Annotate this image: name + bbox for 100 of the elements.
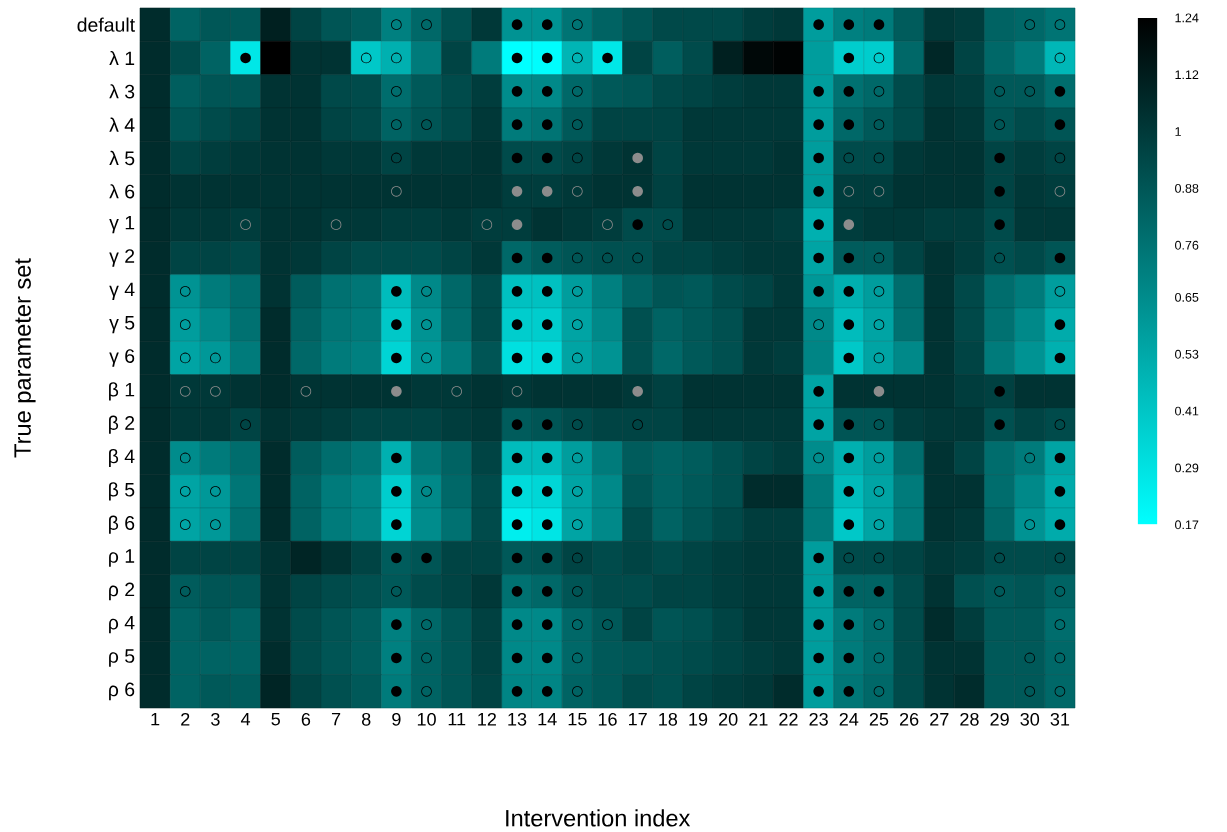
y-tick-label: γ 5	[109, 315, 135, 334]
data-label: ○	[572, 485, 583, 497]
data-label: ●	[843, 519, 855, 530]
x-tick-label: 9	[392, 712, 401, 726]
data-label: ○	[873, 119, 885, 130]
data-label: ●	[541, 686, 553, 697]
y-tick-label: ρ 6	[109, 682, 135, 701]
data-label: ○	[421, 485, 432, 497]
data-label: ●	[511, 52, 523, 64]
data-label: ○	[210, 519, 221, 530]
y-tick-label: γ 2	[109, 249, 135, 267]
data-label: ●	[843, 119, 855, 130]
data-label: ○	[1054, 285, 1066, 297]
data-label: ○	[873, 485, 885, 497]
y-tick-label: ρ 4	[109, 615, 135, 634]
y-tick-label: ρ 5	[109, 649, 135, 667]
data-label: ○	[602, 219, 613, 230]
data-label: ●	[843, 486, 855, 497]
data-label: ○	[1054, 152, 1066, 164]
y-tick-label: ρ 1	[109, 549, 135, 567]
data-label: ○	[179, 319, 191, 330]
data-label: ●	[1054, 119, 1066, 130]
data-label: ○	[330, 219, 342, 230]
data-label: ●	[421, 552, 432, 564]
x-tick-label: 4	[240, 712, 251, 726]
data-label: ○	[300, 385, 312, 397]
data-label: ●	[843, 286, 855, 297]
data-label: ○	[1054, 619, 1066, 630]
data-label: ●	[511, 686, 523, 697]
data-label: ●	[511, 552, 523, 564]
x-tick-label: 25	[869, 712, 889, 726]
data-label: ●	[873, 19, 885, 30]
x-tick-label: 18	[659, 712, 678, 726]
x-tick-label: 7	[331, 712, 341, 726]
data-label: ●	[541, 619, 553, 630]
data-label: ○	[572, 552, 583, 564]
data-label: ○	[572, 252, 583, 264]
data-label: ○	[511, 385, 523, 397]
data-label: ○	[1054, 52, 1066, 64]
x-tick-label: 6	[301, 712, 311, 726]
data-label: ●	[511, 652, 523, 664]
data-label: ●	[843, 86, 855, 97]
data-label: ●	[511, 319, 523, 330]
data-label: ○	[813, 452, 824, 464]
data-label: ○	[179, 452, 191, 464]
data-label: ●	[511, 152, 523, 164]
data-label: ○	[391, 85, 402, 97]
data-label: ●	[1054, 452, 1066, 464]
data-label: ●	[391, 352, 402, 364]
data-label: ○	[1054, 585, 1066, 597]
color-bar-label: 0.88	[1175, 183, 1199, 193]
data-label: ●	[994, 219, 1005, 230]
data-label: ●	[873, 586, 885, 597]
color-bar-label: 1.24	[1175, 13, 1199, 23]
data-label: ○	[1054, 419, 1066, 430]
data-label: ○	[1024, 652, 1036, 664]
data-label: ●	[391, 486, 402, 497]
x-tick-label: 26	[899, 712, 919, 726]
data-label: ○	[873, 619, 885, 630]
data-label: ●	[813, 119, 824, 130]
data-label: ○	[873, 185, 885, 197]
data-label: ○	[1054, 685, 1066, 697]
data-label: ●	[541, 186, 553, 197]
data-label: ○	[572, 419, 583, 430]
data-label: ○	[873, 419, 885, 430]
data-label: ●	[602, 52, 613, 64]
data-label: ○	[572, 685, 583, 697]
data-label: ●	[391, 286, 402, 297]
data-label: ○	[451, 385, 463, 397]
data-label: ○	[421, 352, 432, 364]
data-label: ○	[1054, 185, 1066, 197]
data-label: ○	[572, 619, 583, 630]
x-tick-label: 24	[839, 712, 859, 726]
data-label: ○	[391, 19, 402, 30]
data-label: ●	[994, 419, 1005, 430]
data-label: ●	[240, 52, 251, 64]
x-tick-label: 3	[211, 712, 220, 726]
data-label: ○	[1054, 19, 1066, 30]
data-label: ○	[602, 619, 613, 630]
x-tick-label: 16	[598, 712, 617, 726]
x-tick-label: 5	[271, 712, 280, 726]
y-tick-label: λ 6	[109, 184, 135, 199]
data-label: ○	[1024, 452, 1036, 464]
data-label: ○	[210, 385, 221, 397]
data-label: ●	[541, 586, 553, 597]
data-label: ●	[1054, 319, 1066, 330]
data-label: ○	[421, 119, 432, 130]
data-label: ●	[391, 686, 402, 697]
y-tick-label: λ 3	[109, 84, 135, 99]
data-label: ○	[421, 652, 432, 664]
data-label: ○	[873, 285, 885, 297]
data-label: ●	[843, 686, 855, 697]
data-label: ●	[541, 352, 553, 364]
data-label: ○	[632, 252, 643, 264]
data-label: ●	[843, 319, 855, 330]
data-label: ●	[391, 619, 402, 630]
color-bar-label: 0.29	[1175, 463, 1199, 473]
x-tick-label: 12	[478, 712, 496, 726]
data-label: ●	[511, 352, 523, 364]
data-label: ○	[632, 419, 643, 430]
